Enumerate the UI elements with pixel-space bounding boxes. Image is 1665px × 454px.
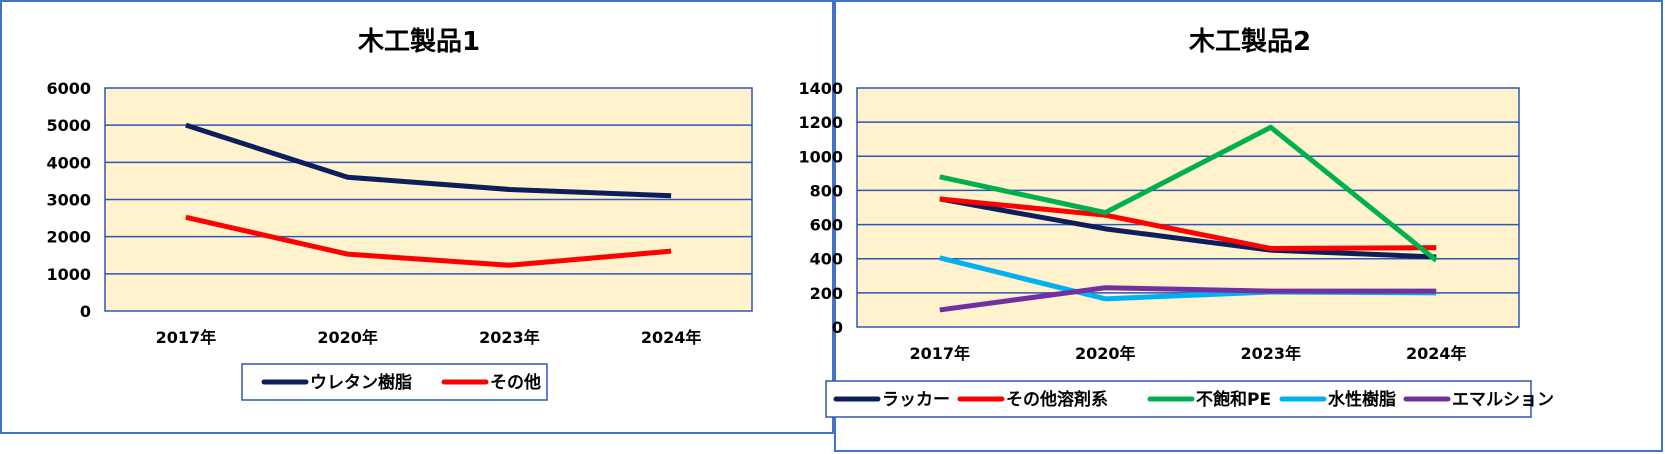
chart-svg-1: 木工製品1 0 1000 2000 3000 4000 5000 6000 2017年 2020…	[2, 2, 836, 436]
x-tick-label: 2024年	[641, 328, 702, 347]
y-tick-label: 1400	[798, 79, 843, 98]
y-tick-label: 0	[80, 302, 91, 321]
y-tick-label: 1000	[798, 147, 843, 166]
y-tick-label: 5000	[46, 116, 91, 135]
legend-label-1: その他溶剤系	[1006, 389, 1108, 410]
y-tick-label: 800	[810, 181, 843, 200]
x-tick-label: 2023年	[479, 328, 540, 347]
y-tick-label: 0	[832, 318, 843, 337]
y-tick-label: 1200	[798, 113, 843, 132]
chart-title: 木工製品2	[1188, 27, 1311, 57]
legend-label-3: 水性樹脂	[1328, 389, 1396, 410]
chart-panel-wood-products-1: 木工製品1 0 1000 2000 3000 4000 5000 6000 2017年 2020…	[0, 0, 834, 434]
y-tick-label: 400	[810, 250, 843, 269]
legend-label-0: ラッカー	[882, 390, 950, 410]
x-tick-label: 2020年	[1075, 344, 1136, 363]
x-tick-label: 2023年	[1240, 344, 1301, 363]
y-tick-label: 600	[810, 216, 843, 235]
y-tick-label: 6000	[46, 79, 91, 98]
y-tick-label: 2000	[46, 228, 91, 247]
x-tick-label: 2017年	[909, 344, 970, 363]
y-tick-label: 200	[810, 284, 843, 303]
legend-label-2: 不飽和PE	[1196, 389, 1271, 410]
legend-label-4: エマルション	[1452, 390, 1554, 410]
legend-label-0: ウレタン樹脂	[310, 372, 412, 393]
chart-title: 木工製品1	[357, 27, 480, 57]
x-tick-label: 2024年	[1406, 344, 1467, 363]
x-tick-label: 2020年	[317, 328, 378, 347]
y-tick-label: 3000	[46, 191, 91, 210]
legend-label-1: その他	[490, 372, 541, 393]
y-tick-label: 4000	[46, 153, 91, 172]
y-tick-label: 1000	[46, 265, 91, 284]
x-tick-label: 2017年	[156, 328, 217, 347]
